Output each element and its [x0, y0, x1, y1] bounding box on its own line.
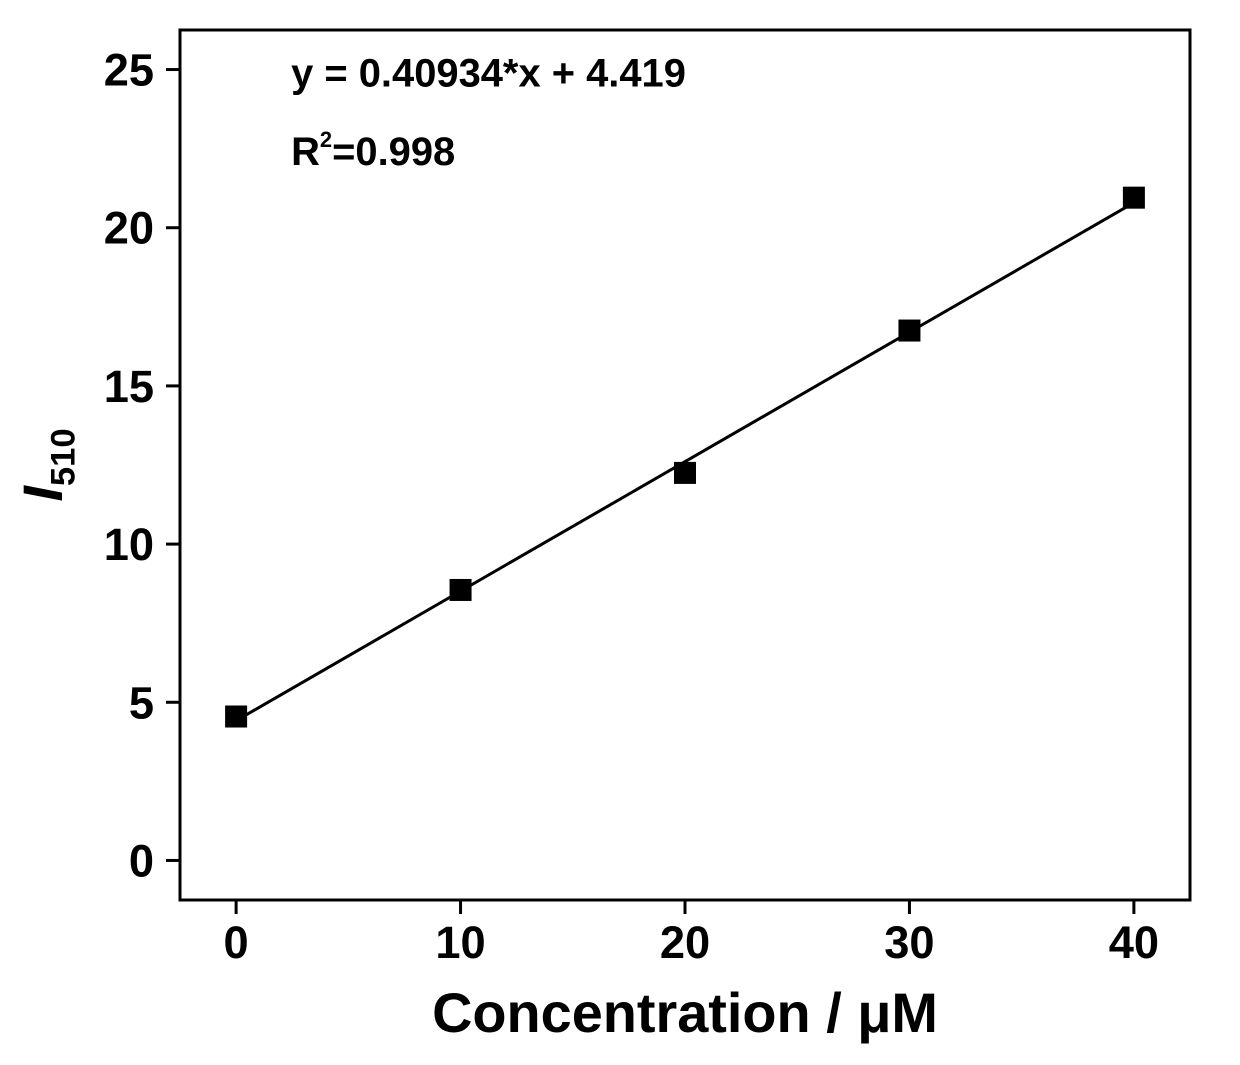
y-tick-label: 20 — [104, 203, 154, 254]
y-tick-label: 0 — [129, 835, 154, 886]
x-tick-label: 0 — [224, 917, 249, 968]
chart-annotation: y = 0.40934*x + 4.419 — [291, 52, 686, 96]
x-tick-label: 40 — [1109, 917, 1159, 968]
y-axis-label-group: I510 — [11, 428, 82, 501]
data-point — [674, 462, 696, 484]
x-tick-label: 10 — [435, 917, 485, 968]
data-point — [1123, 187, 1145, 209]
y-tick-label: 15 — [104, 361, 154, 412]
x-tick-label: 30 — [884, 917, 934, 968]
fit-line — [236, 203, 1134, 721]
y-axis-label: I510 — [11, 428, 82, 501]
x-axis-label: Concentration / μM — [432, 981, 938, 1044]
scatter-chart: 0 10 20 30 40 0 5 10 15 20 25 Concentration / μM I51… — [0, 0, 1240, 1065]
y-tick-label: 5 — [129, 677, 154, 728]
data-point — [225, 706, 247, 728]
chart-container: 0 10 20 30 40 0 5 10 15 20 25 Concentration / μM I51… — [0, 0, 1240, 1065]
y-tick-label: 10 — [104, 519, 154, 570]
chart-annotation: R2=0.998 — [291, 127, 455, 174]
y-tick-label: 25 — [104, 45, 154, 96]
x-tick-label: 20 — [660, 917, 710, 968]
data-point — [450, 579, 472, 601]
data-point — [898, 320, 920, 342]
